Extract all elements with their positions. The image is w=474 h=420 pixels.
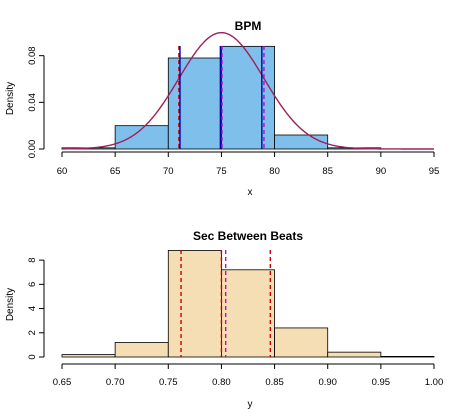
chart-panel-2: Sec Between Beats 0.65 0.70 0.75 0.80 0.85 0.9… (5, 229, 443, 410)
x-tick-label: 80 (269, 166, 280, 177)
x-tick-label: 0.85 (265, 377, 284, 388)
x-tick-label: 65 (110, 166, 121, 177)
y-tick-label: 0.00 (27, 140, 38, 159)
y-tick-label: 0.04 (27, 93, 38, 112)
x-tick-label: 0.80 (212, 377, 231, 388)
y-tick-label: 2 (27, 330, 38, 335)
histogram-bar (221, 45, 275, 150)
y-axis-label: Density (5, 288, 16, 321)
density-curve (61, 31, 434, 150)
y-tick-label: 4 (27, 306, 38, 311)
x-tick-label: 70 (163, 166, 174, 177)
histogram-bar (327, 351, 382, 358)
histogram-bar (167, 250, 222, 358)
histogram-bar (114, 342, 169, 358)
x-tick-label: 60 (57, 166, 68, 177)
histogram-bar (61, 354, 116, 358)
x-tick-label: 90 (376, 166, 387, 177)
x-tick-label: 0.75 (159, 377, 178, 388)
y-tick-label: 0 (27, 354, 38, 359)
histogram-bar (274, 134, 329, 150)
y-axis-label: Density (5, 82, 16, 115)
chart-title: BPM (235, 19, 262, 33)
y-tick-label: 0.08 (27, 46, 38, 65)
x-tick-label: 85 (322, 166, 333, 177)
x-tick-label: 0.70 (106, 377, 125, 388)
x-tick-label: 1.00 (425, 377, 444, 388)
x-tick-label: 75 (216, 166, 227, 177)
x-tick-label: 0.95 (372, 377, 391, 388)
histogram-bar (167, 57, 222, 150)
x-axis-label: x (248, 187, 253, 198)
x-axis-label: y (248, 399, 253, 410)
histogram-bar (274, 327, 329, 358)
histogram-bar (221, 269, 275, 358)
histogram-bar (380, 355, 435, 358)
x-tick-label: 95 (429, 166, 440, 177)
y-tick-label: 6 (27, 282, 38, 287)
chart-title: Sec Between Beats (193, 229, 303, 243)
chart-panel-1: BPM 60 65 70 75 80 85 90 95 x 0.00 0.04 0.08 Density (5, 19, 439, 198)
x-tick-label: 0.90 (318, 377, 337, 388)
y-tick-label: 8 (27, 257, 38, 262)
x-tick-label: 0.65 (53, 377, 72, 388)
